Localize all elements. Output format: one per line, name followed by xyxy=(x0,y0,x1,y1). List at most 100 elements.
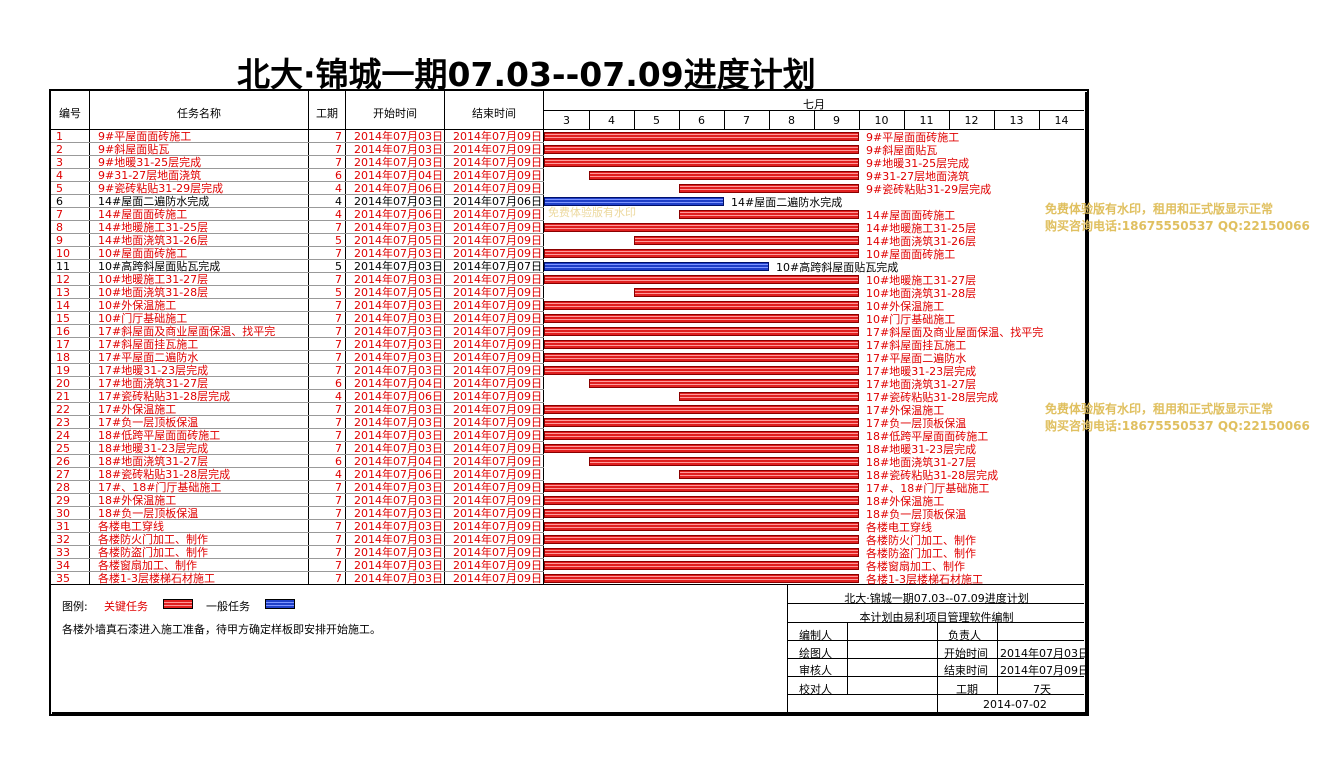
task-start: 2014年07月03日 xyxy=(354,312,443,325)
task-name: 17#瓷砖粘贴31-28层完成 xyxy=(98,390,231,403)
day-label: 5 xyxy=(653,114,660,127)
task-name: 17#外保温施工 xyxy=(98,403,177,416)
gantt-bar-label: 9#瓷砖粘贴31-29层完成 xyxy=(866,183,992,196)
task-end: 2014年07月09日 xyxy=(453,325,542,338)
titleblock-start-value: 2014年07月03日 xyxy=(1000,647,1089,660)
task-id: 12 xyxy=(56,273,70,286)
task-end: 2014年07月09日 xyxy=(453,390,542,403)
task-name: 17#平屋面二遍防水 xyxy=(98,351,199,364)
row-divider xyxy=(51,454,544,455)
gantt-bar-label: 10#屋面面砖施工 xyxy=(866,248,956,261)
gantt-bar-label: 18#负一层顶板保温 xyxy=(866,508,967,521)
task-duration: 7 xyxy=(335,442,342,455)
gantt-bar xyxy=(544,548,859,557)
day-divider xyxy=(994,110,995,129)
row-divider xyxy=(51,571,544,572)
row-divider xyxy=(51,402,544,403)
task-id: 10 xyxy=(56,247,70,260)
task-end: 2014年07月09日 xyxy=(453,338,542,351)
titleblock-row xyxy=(787,694,1084,695)
task-end: 2014年07月09日 xyxy=(453,520,542,533)
gantt-bar xyxy=(544,275,859,284)
gantt-bar-label: 9#平屋面面砖施工 xyxy=(866,131,960,144)
task-id: 28 xyxy=(56,481,70,494)
task-duration: 7 xyxy=(335,325,342,338)
gantt-bar-label: 17#地面浇筑31-27层 xyxy=(866,378,977,391)
task-name: 18#负一层顶板保温 xyxy=(98,507,199,520)
task-end: 2014年07月09日 xyxy=(453,273,542,286)
task-id: 16 xyxy=(56,325,70,338)
task-end: 2014年07月09日 xyxy=(453,234,542,247)
task-name: 10#高跨斜屋面贴瓦完成 xyxy=(98,260,221,273)
task-name: 各楼1-3层楼梯石材施工 xyxy=(98,572,215,585)
gantt-bar xyxy=(679,184,859,193)
task-end: 2014年07月09日 xyxy=(453,156,542,169)
task-duration: 6 xyxy=(335,377,342,390)
watermark-line1: 免费体验版有水印，租用和正式版显示正常 xyxy=(1045,402,1274,416)
titleblock-reviewer: 审核人 xyxy=(799,664,832,677)
titleblock-row xyxy=(787,622,1084,623)
legend-normal-label: 一般任务 xyxy=(206,600,250,613)
task-name: 10#地暖施工31-27层 xyxy=(98,273,209,286)
task-duration: 7 xyxy=(335,130,342,143)
gantt-bar xyxy=(544,314,859,323)
gantt-bar-label: 18#地暖31-23层完成 xyxy=(866,443,977,456)
task-duration: 7 xyxy=(335,559,342,572)
gantt-bar-label: 17#、18#门厅基础施工 xyxy=(866,482,990,495)
task-id: 27 xyxy=(56,468,70,481)
day-divider xyxy=(589,110,590,129)
header-month: 七月 xyxy=(803,98,825,111)
row-divider xyxy=(51,363,544,364)
header-name: 任务名称 xyxy=(177,107,221,120)
task-id: 22 xyxy=(56,403,70,416)
gantt-bar xyxy=(544,353,859,362)
day-label: 12 xyxy=(964,114,979,127)
titleblock-col xyxy=(847,622,848,694)
task-name: 10#门厅基础施工 xyxy=(98,312,188,325)
titleblock-row xyxy=(787,676,1084,677)
gantt-bar xyxy=(589,457,859,466)
header-id: 编号 xyxy=(59,107,81,120)
titleblock-software: 本计划由易利项目管理软件编制 xyxy=(859,611,1014,624)
row-divider xyxy=(51,259,544,260)
day-divider xyxy=(814,110,815,129)
task-start: 2014年07月04日 xyxy=(354,377,443,390)
row-divider xyxy=(51,337,544,338)
task-duration: 7 xyxy=(335,247,342,260)
task-duration: 7 xyxy=(335,481,342,494)
gantt-bar xyxy=(544,145,859,154)
gantt-bar xyxy=(679,392,859,401)
task-duration: 7 xyxy=(335,572,342,585)
legend-critical-label: 关键任务 xyxy=(104,600,148,613)
task-id: 34 xyxy=(56,559,70,572)
task-end: 2014年07月09日 xyxy=(453,377,542,390)
task-id: 26 xyxy=(56,455,70,468)
task-end: 2014年07月09日 xyxy=(453,442,542,455)
task-end: 2014年07月09日 xyxy=(453,286,542,299)
row-divider xyxy=(51,285,544,286)
task-duration: 7 xyxy=(335,507,342,520)
titleblock-manager: 负责人 xyxy=(948,629,981,642)
task-duration: 4 xyxy=(335,468,342,481)
task-end: 2014年07月09日 xyxy=(453,221,542,234)
task-duration: 7 xyxy=(335,312,342,325)
day-divider xyxy=(769,110,770,129)
task-duration: 7 xyxy=(335,429,342,442)
task-start: 2014年07月03日 xyxy=(354,520,443,533)
task-name: 10#地面浇筑31-28层 xyxy=(98,286,209,299)
row-divider xyxy=(51,350,544,351)
task-duration: 7 xyxy=(335,273,342,286)
day-label: 10 xyxy=(874,114,889,127)
gantt-bar-label: 17#地暖31-23层完成 xyxy=(866,365,977,378)
task-start: 2014年07月03日 xyxy=(354,351,443,364)
task-start: 2014年07月03日 xyxy=(354,221,443,234)
titleblock-editor: 编制人 xyxy=(799,629,832,642)
task-duration: 7 xyxy=(335,143,342,156)
row-divider xyxy=(51,376,544,377)
task-duration: 7 xyxy=(335,364,342,377)
day-divider xyxy=(724,110,725,129)
row-divider xyxy=(51,207,544,208)
task-end: 2014年07月09日 xyxy=(453,572,542,585)
day-label: 6 xyxy=(698,114,705,127)
task-duration: 7 xyxy=(335,416,342,429)
